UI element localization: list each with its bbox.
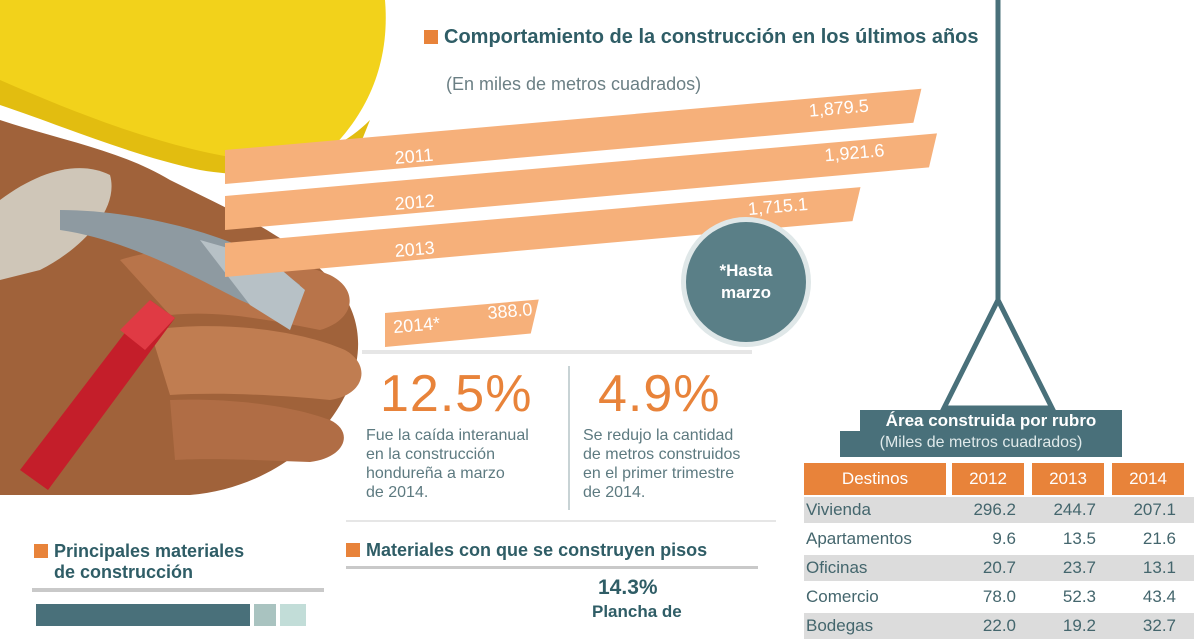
table-row bbox=[804, 526, 1194, 552]
table-row bbox=[804, 584, 1194, 610]
table-header-2014: 2014 bbox=[1112, 463, 1184, 495]
table-cell-value: 244.7 bbox=[1053, 500, 1096, 519]
table-cell-value: 22.0 bbox=[982, 616, 1016, 635]
table-cell-value: 23.7 bbox=[1062, 558, 1096, 577]
table-header-2013: 2013 bbox=[1032, 463, 1104, 495]
table-header-destinos: Destinos bbox=[804, 463, 946, 495]
table-cell-value: 207.1 bbox=[1133, 500, 1176, 519]
table-cell-destino: Vivienda bbox=[806, 500, 871, 519]
materials-bar-3 bbox=[280, 604, 306, 626]
stat-value-2: 4.9% bbox=[598, 365, 721, 423]
table-cell-value: 52.3 bbox=[1062, 587, 1096, 606]
bar-2014 bbox=[385, 299, 539, 347]
bar-category-label: 2013 bbox=[394, 238, 436, 261]
bar-category-label: 2011 bbox=[394, 145, 434, 168]
floors-divider bbox=[346, 566, 758, 569]
bar-category-label: 2014* bbox=[392, 313, 441, 337]
stat-value-1: 12.5% bbox=[380, 365, 533, 423]
table-row bbox=[804, 555, 1194, 581]
chart-subtitle: (En miles de metros cuadrados) bbox=[446, 74, 702, 94]
floors-top-divider bbox=[346, 520, 776, 522]
bar-value-label: 388.0 bbox=[487, 299, 534, 323]
title-bullet-icon bbox=[424, 30, 438, 44]
construction-worker-illustration bbox=[0, 0, 386, 495]
bar-value-label: 1,921.6 bbox=[824, 140, 886, 165]
table-cell-destino: Apartamentos bbox=[806, 529, 912, 548]
materials-bar-2 bbox=[254, 604, 276, 626]
connector-lines bbox=[939, 0, 1057, 411]
materials-bullet-icon bbox=[34, 544, 48, 558]
floors-pct: 14.3% bbox=[598, 576, 658, 599]
table-title: Área construida por rubro bbox=[860, 410, 1122, 432]
table-cell-value: 43.4 bbox=[1142, 587, 1176, 606]
table-cell-destino: Oficinas bbox=[806, 558, 868, 577]
bar-value-label: 1,715.1 bbox=[747, 194, 809, 219]
bar-value-label: 1,879.5 bbox=[808, 96, 870, 121]
table-row bbox=[804, 497, 1194, 523]
chart-title-text: Comportamiento de la construcción en los… bbox=[444, 26, 979, 48]
table-cell-value: 296.2 bbox=[973, 500, 1016, 519]
stat-text-1: Fue la caída interanual en la construcció… bbox=[366, 427, 529, 501]
table-cell-value: 21.6 bbox=[1142, 529, 1176, 548]
table-cell-value: 19.2 bbox=[1062, 616, 1096, 635]
table-cell-destino: Bodegas bbox=[806, 616, 874, 635]
materials-divider bbox=[32, 588, 324, 592]
table-cell-destino: Comercio bbox=[806, 587, 879, 606]
stat-divider bbox=[568, 366, 570, 510]
floors-bullet-icon bbox=[346, 543, 360, 557]
materials-title: Principales materiales de construcción bbox=[34, 541, 244, 583]
table-cell-value: 32.7 bbox=[1142, 616, 1176, 635]
floors-title: Materiales con que se construyen pisos bbox=[346, 540, 707, 561]
table-cell-value: 9.6 bbox=[992, 529, 1016, 548]
stat-text-2: Se redujo la cantidad de metros construid… bbox=[583, 427, 741, 501]
note-badge-text: *Hasta marzo bbox=[719, 261, 773, 302]
table-cell-value: 13.1 bbox=[1142, 558, 1176, 577]
note-badge: *Hasta marzo bbox=[686, 222, 806, 342]
bar-category-label: 2012 bbox=[394, 191, 436, 214]
table-subtitle: (Miles de metros cuadrados) bbox=[840, 431, 1122, 457]
materials-bar-1 bbox=[36, 604, 250, 626]
floors-label: Plancha de bbox=[592, 602, 682, 621]
table-header-2012: 2012 bbox=[952, 463, 1024, 495]
table-cell-value: 13.5 bbox=[1062, 529, 1096, 548]
table-cell-value: 78.0 bbox=[982, 587, 1016, 606]
chart-title: Comportamiento de la construcción en los… bbox=[424, 26, 979, 48]
table-cell-value: 20.7 bbox=[982, 558, 1016, 577]
divider bbox=[362, 350, 752, 354]
